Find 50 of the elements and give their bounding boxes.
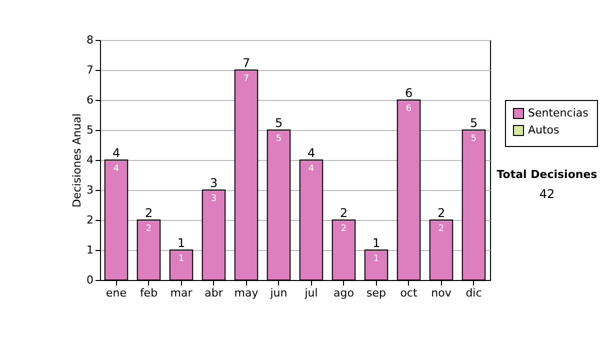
data-label: 1 xyxy=(178,254,184,264)
y-tick-label: 5 xyxy=(86,124,94,136)
y-tick-label: 7 xyxy=(86,64,94,76)
y-tick-label: 0 xyxy=(86,274,94,286)
total-label: 4 xyxy=(307,146,316,160)
y-tick-label: 8 xyxy=(86,34,94,46)
text: Total Decisiones xyxy=(496,168,598,181)
x-tick-label: sep xyxy=(366,286,386,300)
total-label: 6 xyxy=(404,86,413,100)
y-tick-label: 6 xyxy=(86,94,94,106)
total-label: 5 xyxy=(470,116,478,130)
data-label: 4 xyxy=(113,164,120,174)
y-tick-label: 3 xyxy=(86,184,94,196)
data-label: 5 xyxy=(276,134,282,144)
x-tick-label: feb xyxy=(140,286,158,300)
text: 42 xyxy=(538,187,556,201)
x-tick-label: mar xyxy=(170,286,193,300)
data-label: 2 xyxy=(438,224,444,234)
x-tick-label: abr xyxy=(204,286,224,300)
x-tick-label: may xyxy=(234,286,259,300)
x-tick-label: jun xyxy=(269,286,288,300)
x-tick-label: ene xyxy=(106,286,127,300)
total-label: 2 xyxy=(144,206,153,220)
y-axis-title: Decisiones Anual xyxy=(70,113,84,208)
legend-label: Sentencias xyxy=(528,106,589,120)
x-tick-label: dic xyxy=(466,286,482,300)
legend-label: Autos xyxy=(528,124,560,136)
data-label: 1 xyxy=(373,254,380,264)
y-tick-label: 2 xyxy=(86,214,94,226)
data-label: 6 xyxy=(406,104,412,114)
total-label: 1 xyxy=(372,236,380,250)
data-label: 2 xyxy=(340,224,347,234)
x-tick-label: oct xyxy=(400,286,418,300)
data-label: 2 xyxy=(146,224,152,234)
x-tick-label: jul xyxy=(304,286,318,300)
y-tick-label: 4 xyxy=(86,154,94,166)
data-label: 7 xyxy=(243,74,250,84)
data-label: 5 xyxy=(470,134,477,144)
data-label: 4 xyxy=(308,164,314,174)
total-label: 2 xyxy=(340,206,348,220)
total-label: 3 xyxy=(210,176,218,190)
total-label: 7 xyxy=(242,56,250,70)
data-label: 3 xyxy=(210,194,217,204)
total-label: 1 xyxy=(177,236,186,250)
total-label: 5 xyxy=(274,116,283,130)
x-tick-label: ago xyxy=(334,286,354,300)
x-tick-label: nov xyxy=(431,286,452,300)
total-label: 4 xyxy=(112,146,120,160)
total-label: 2 xyxy=(437,206,446,220)
y-tick-label: 1 xyxy=(86,244,94,256)
